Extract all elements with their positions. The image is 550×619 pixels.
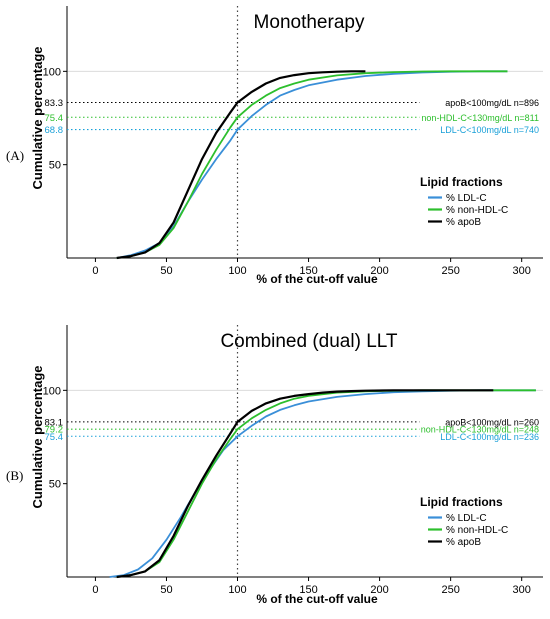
chart-title: Combined (dual) LLT [220, 331, 397, 352]
x-tick-label: 300 [513, 584, 531, 596]
x-axis-label: % of the cut-off value [256, 272, 378, 286]
legend-title: Lipid fractions [420, 495, 503, 509]
threshold-annotation: apoB<100mg/dL n=896 [445, 98, 539, 108]
threshold-annotation: LDL-C<100mg/dL n=740 [440, 125, 539, 135]
legend-title: Lipid fractions [420, 175, 503, 189]
threshold-value-label: 68.8 [45, 125, 64, 136]
legend: Lipid fractions % LDL-C% non-HDL-C% apoB [420, 495, 508, 548]
x-axis-label: % of the cut-off value [256, 592, 378, 606]
legend-label: % LDL-C [446, 193, 487, 204]
threshold-value-label: 75.4 [45, 113, 64, 124]
threshold-value-label: 75.4 [45, 432, 64, 443]
x-tick-label: 200 [370, 265, 388, 277]
x-tick-label: 0 [92, 584, 98, 596]
series-line-apob [116, 389, 494, 579]
y-axis-label: Cumulative percentage [30, 365, 45, 508]
x-tick-label: 200 [370, 584, 388, 596]
x-tick-label: 300 [513, 265, 531, 277]
x-tick-label: 150 [299, 265, 317, 277]
x-tick-label: 250 [441, 584, 459, 596]
y-tick-label: 100 [43, 66, 61, 78]
x-tick-label: 100 [228, 265, 246, 277]
y-axis-label: Cumulative percentage [30, 46, 45, 189]
chart-panel: 0 50 100 150 200 250 300 50 100 83.3 apoB<100mg/dL… [6, 6, 543, 286]
legend-label: % LDL-C [446, 513, 487, 524]
series-line-apob [116, 70, 366, 260]
threshold-annotation: LDL-C<100mg/dL n=236 [440, 432, 539, 442]
x-tick-label: 50 [160, 265, 172, 277]
series-line-nonhdl [116, 70, 508, 259]
panel-label: (A) [6, 148, 24, 163]
y-tick-label: 50 [49, 479, 61, 491]
legend: Lipid fractions % LDL-C% non-HDL-C% apoB [420, 175, 508, 228]
legend-label: % non-HDL-C [446, 525, 508, 536]
y-tick-label: 100 [43, 385, 61, 397]
legend-label: % apoB [446, 537, 481, 548]
chart-panel: 0 50 100 150 200 250 300 50 100 83.1 apoB<100mg/dL… [6, 325, 543, 606]
panel-label: (B) [6, 468, 23, 483]
threshold-annotation: non-HDL-C<130mg/dL n=811 [421, 113, 539, 123]
threshold-annotation: apoB<100mg/dL n=260 [445, 417, 539, 427]
threshold-value-label: 83.1 [45, 417, 64, 428]
threshold-value-label: 83.3 [45, 98, 64, 109]
x-tick-label: 250 [441, 265, 459, 277]
threshold-value-label: 79.2 [45, 425, 64, 436]
y-tick-label: 50 [49, 160, 61, 172]
x-tick-label: 50 [160, 584, 172, 596]
threshold-annotation: non-HDL-C<130mg/dL n=248 [421, 425, 539, 435]
chart-title: Monotherapy [254, 12, 365, 33]
x-tick-label: 100 [228, 584, 246, 596]
legend-label: % non-HDL-C [446, 205, 508, 216]
x-tick-label: 150 [299, 584, 317, 596]
legend-label: % apoB [446, 217, 481, 228]
x-tick-label: 0 [92, 265, 98, 277]
